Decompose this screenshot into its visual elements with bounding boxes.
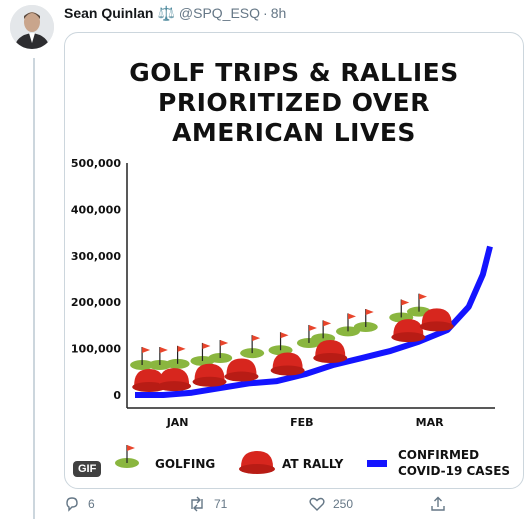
hat-brim (313, 353, 348, 363)
golf-marker (190, 342, 215, 366)
y-ticks: 0 100,000 200,000 300,000 400,000 500,000 (71, 157, 121, 402)
rally-hat (391, 319, 426, 343)
golf-marker (147, 347, 172, 370)
y-tick-label: 500,000 (71, 157, 121, 170)
golf-flag (159, 347, 168, 353)
y-tick-label: 400,000 (71, 203, 121, 216)
golf-flag (252, 335, 261, 342)
golf-flag (348, 313, 356, 320)
golf-flag (401, 299, 410, 306)
like-button[interactable]: 250 (309, 496, 353, 512)
hat-brim (270, 365, 305, 376)
chart-title-line-2: PRIORITIZED OVER (158, 88, 430, 117)
reply-icon (66, 497, 78, 512)
x-tick-label: FEB (290, 416, 313, 429)
golf-flag (308, 324, 317, 331)
golf-marker (130, 347, 155, 370)
author-handle[interactable]: @SPQ_ESQ (178, 5, 261, 21)
hat-crown (226, 358, 257, 375)
hat-brim (391, 332, 426, 343)
avatar-image (10, 5, 54, 49)
legend: GOLFING AT RALLY CONFIRMED COVID-19 CASE… (115, 445, 510, 478)
golf-marker (165, 345, 190, 369)
golf-flag (177, 345, 186, 352)
hat-crown (393, 319, 424, 336)
rally-hat (313, 340, 348, 363)
author-name[interactable]: Sean Quinlan (64, 5, 154, 21)
retweet-button[interactable]: 71 (188, 496, 227, 512)
tweet-media[interactable]: GOLF TRIPS & RALLIES PRIORITIZED OVER AM… (64, 32, 524, 489)
x-ticks: JAN FEB MAR (166, 416, 444, 429)
y-tick-label: 300,000 (71, 250, 121, 263)
thread-line (33, 58, 35, 519)
retweet-icon (191, 496, 203, 512)
golf-marker (353, 309, 378, 333)
share-icon (431, 496, 445, 511)
legend-cases-label-2: COVID-19 CASES (398, 464, 510, 478)
tweet-time[interactable]: 8h (270, 5, 287, 21)
rally-hat (192, 363, 227, 387)
y-tick-label: 0 (113, 389, 121, 402)
golf-flag (365, 309, 374, 316)
hat-crown (194, 363, 225, 380)
hat-brim (132, 382, 167, 392)
golf-flag (419, 293, 427, 300)
hat-brim (192, 376, 227, 387)
golf-flag (220, 340, 229, 347)
rally-hat (224, 358, 259, 382)
hat-brim (419, 321, 454, 332)
chart-title-line-1: GOLF TRIPS & RALLIES (129, 58, 458, 87)
golf-marker (268, 332, 293, 356)
retweet-count: 71 (214, 497, 228, 511)
rally-hat (157, 368, 192, 392)
gif-badge: GIF (73, 461, 102, 477)
y-tick-label: 200,000 (71, 296, 121, 309)
legend-golf-icon (115, 445, 139, 468)
x-tick-label: JAN (166, 416, 189, 429)
hat-crown (315, 340, 346, 356)
separator: · (263, 5, 268, 21)
rally-hat (132, 369, 167, 392)
hat-crown (159, 368, 190, 385)
rally-markers (132, 308, 454, 392)
rally-hat (270, 352, 305, 376)
golf-flag (280, 332, 289, 339)
reply-count: 6 (88, 497, 95, 511)
scales-icon: ⚖️ (157, 4, 175, 21)
share-button[interactable] (430, 496, 454, 512)
legend-line-swatch (367, 460, 387, 467)
legend-cases-label-1: CONFIRMED (398, 448, 479, 462)
tweet-header: Sean Quinlan ⚖️ @SPQ_ESQ · 8h (64, 4, 286, 22)
golf-flag (202, 342, 211, 349)
golf-marker (336, 313, 360, 337)
hat-brim (224, 371, 259, 382)
like-count: 250 (333, 497, 354, 511)
golf-flag (142, 347, 151, 353)
chart: GOLF TRIPS & RALLIES PRIORITIZED OVER AM… (71, 58, 510, 478)
legend-golfing-label: GOLFING (155, 457, 215, 471)
hat-crown (421, 308, 452, 325)
golf-marker (208, 340, 233, 364)
rally-hat (419, 308, 454, 332)
heart-icon (309, 497, 325, 511)
tweet-actions: 6 71 250 (64, 496, 484, 516)
chart-title-line-3: AMERICAN LIVES (172, 118, 416, 147)
legend-hat-icon (239, 451, 275, 474)
reply-button[interactable]: 6 (64, 496, 95, 512)
golf-flag (323, 320, 332, 327)
hat-crown (134, 369, 165, 385)
avatar[interactable] (10, 5, 54, 49)
legend-rally-label: AT RALLY (282, 457, 344, 471)
x-tick-label: MAR (416, 416, 444, 429)
hat-brim (157, 381, 192, 392)
hat-crown (272, 352, 303, 369)
golf-marker (240, 335, 265, 359)
golf-marker (311, 320, 336, 344)
y-tick-label: 100,000 (71, 343, 121, 356)
covid-cases-line (135, 245, 493, 398)
